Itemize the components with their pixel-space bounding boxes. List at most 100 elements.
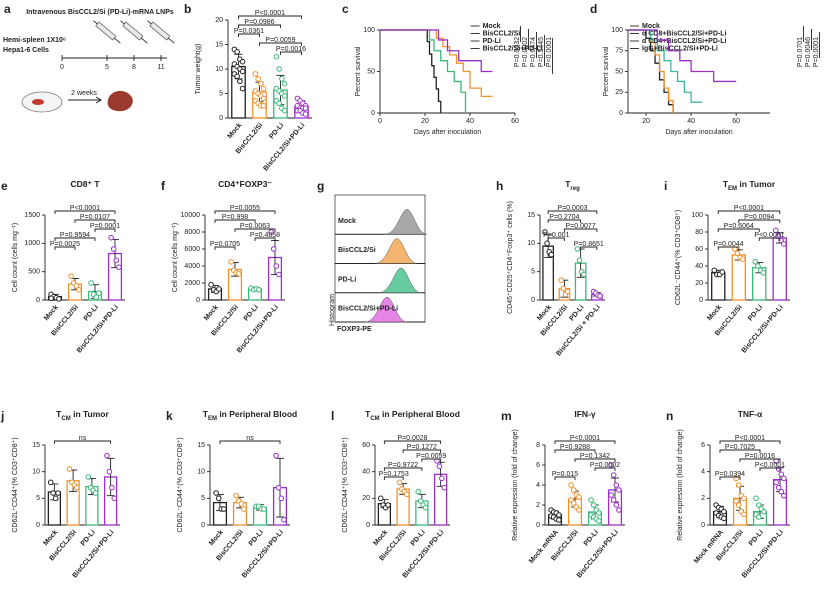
data-point (47, 479, 54, 486)
data-point (273, 263, 280, 269)
data-point (215, 495, 222, 502)
data-point (261, 506, 267, 512)
y-tick-label: 10 (32, 469, 40, 476)
data-point (775, 484, 782, 491)
significance-bracket (219, 440, 281, 444)
data-point (68, 273, 74, 280)
title-part: in Tumor (737, 179, 776, 189)
y-tick-label: 0 (201, 522, 205, 529)
data-point (66, 466, 73, 472)
data-point (610, 472, 617, 478)
data-point (780, 241, 787, 247)
data-point (256, 287, 262, 293)
data-point (236, 270, 242, 277)
survival-curve (380, 29, 467, 113)
title-part: EM (208, 416, 217, 422)
data-point (735, 482, 742, 488)
data-point (597, 293, 603, 299)
data-point (781, 492, 787, 499)
significance-bracket (280, 51, 302, 55)
data-point (270, 246, 277, 252)
y-tick-label: 0 (36, 297, 40, 304)
timeline-label: 8 (132, 64, 136, 71)
significance-label: P=0.8651 (574, 241, 604, 248)
x-axis-label: Days after inoculation (665, 129, 732, 136)
data-point (273, 53, 280, 60)
x-tick-label: Mock (372, 529, 389, 547)
data-point (588, 497, 594, 503)
histogram-peak (364, 296, 408, 323)
legend-label: PD-Li (483, 38, 501, 45)
x-tick-label: Mock (706, 304, 723, 322)
data-point (576, 507, 582, 513)
y-tick-label: 15 (32, 442, 40, 449)
data-point (55, 490, 61, 496)
significance-bracket (719, 449, 761, 453)
legend-label: Mock (483, 23, 501, 30)
data-point (273, 452, 279, 459)
significance-bracket (554, 449, 596, 453)
x-tick-label: PD-Li (80, 529, 97, 548)
x-tick-label: BisCCL2/Si+PD-Li (262, 122, 306, 173)
data-point (711, 267, 718, 274)
histogram-peak (378, 267, 422, 293)
panel-title: CD8⁺ T (70, 179, 100, 189)
cell-label: Hepa1-6 Cells (3, 47, 49, 54)
significance-bracket (547, 219, 582, 223)
data-point (576, 494, 582, 500)
y-tick-label: 5 (219, 90, 223, 97)
data-point (721, 508, 727, 515)
syringe-plunger (93, 20, 98, 25)
significance-bracket (554, 440, 616, 444)
data-point (542, 229, 548, 235)
data-point (755, 502, 762, 508)
data-point (73, 283, 80, 289)
data-point (778, 488, 785, 495)
syringe (120, 20, 148, 44)
significance-label: P=0.6064 (724, 223, 754, 230)
title-part: TNF-α (738, 409, 763, 419)
significance-bracket (214, 210, 276, 214)
significance-label: P=0.0059 (416, 453, 446, 460)
significance-label: P=0.1272 (407, 444, 437, 451)
data-point (733, 498, 739, 504)
data-point (734, 250, 741, 257)
panel-title: TNF-α (738, 409, 763, 419)
tumor (107, 90, 133, 112)
data-point (560, 285, 567, 292)
interval-label: 2 weeks (71, 90, 97, 97)
data-point (85, 474, 92, 480)
y-tick-label: 2 (536, 502, 540, 509)
timeline-label: 5 (105, 64, 109, 71)
panel-letter: m (501, 409, 512, 423)
data-point (104, 452, 110, 459)
data-point (403, 491, 410, 498)
data-point (548, 251, 555, 258)
data-point (281, 93, 288, 99)
legend-label: IgG+BisCCL2/Si+PD-Li (642, 45, 718, 52)
data-point (396, 479, 403, 486)
data-point (239, 58, 246, 65)
syringe-body (122, 21, 144, 41)
data-point (260, 102, 267, 109)
data-point (260, 95, 267, 102)
significance-label: P=0.0077 (566, 223, 596, 230)
significance-bracket (717, 246, 740, 250)
cell-label: Hemi-spleen 1X10⁶ (3, 37, 66, 44)
syringe-needle (140, 37, 148, 44)
data-point (752, 258, 759, 265)
data-point (241, 506, 247, 512)
data-point (276, 100, 282, 107)
y-tick-label: 0 (699, 297, 703, 304)
significance-label: P=0.998 (222, 214, 248, 221)
x-tick-label: PD-Li (747, 304, 764, 323)
title-part: in Peripheral Blood (380, 409, 460, 419)
data-point (719, 269, 726, 275)
data-point (574, 246, 581, 252)
data-point (88, 280, 94, 286)
significance-bracket (53, 440, 112, 444)
data-point (233, 492, 239, 499)
data-point (441, 484, 448, 491)
y-tick-label: 500 (28, 269, 40, 276)
data-point (56, 296, 62, 302)
